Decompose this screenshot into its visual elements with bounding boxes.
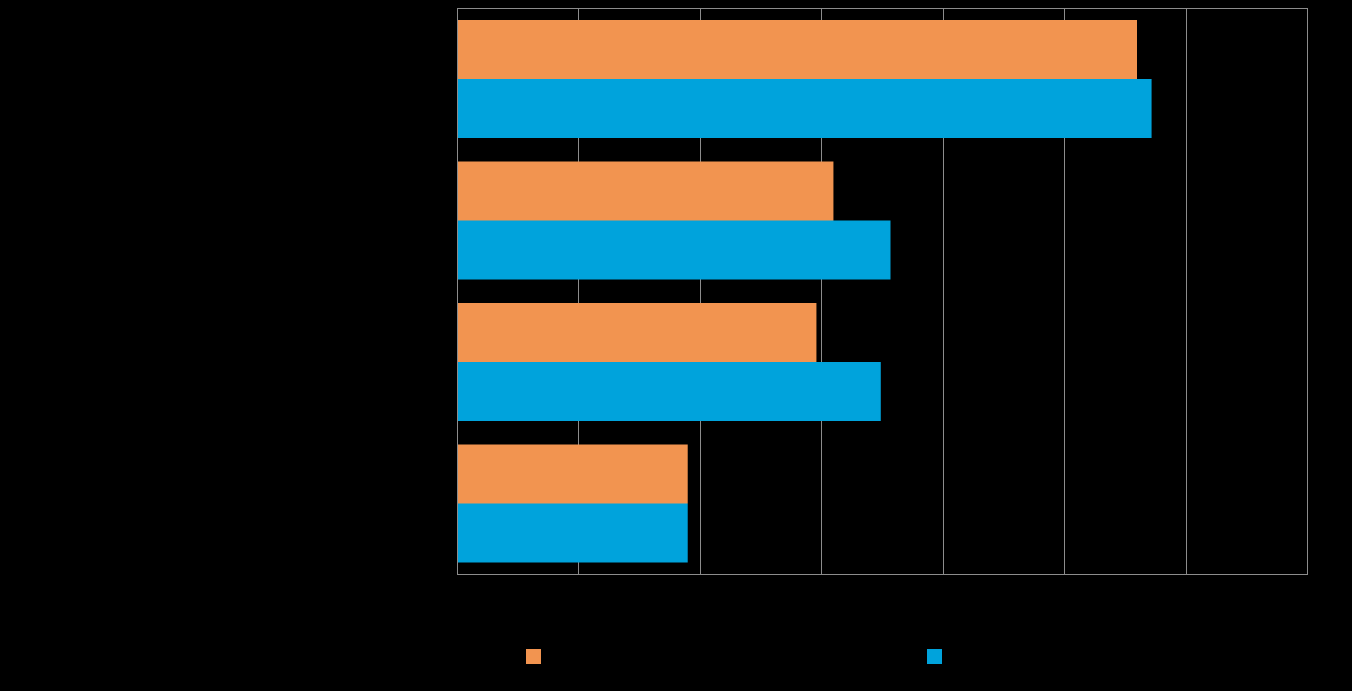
legend (526, 649, 942, 664)
plot-frame (457, 8, 1308, 575)
bar-category-1-series-1 (457, 20, 1137, 79)
bar-category-2-series-2 (457, 220, 891, 280)
legend-swatch-series-2 (927, 649, 942, 664)
bar-category-4-series-2 (457, 503, 688, 563)
bar-category-2-series-1 (457, 161, 834, 221)
bar-category-1-series-2 (457, 79, 1152, 138)
bar-category-3-series-1 (457, 303, 817, 362)
bar-category-4-series-1 (457, 444, 688, 504)
bar-category-3-series-2 (457, 362, 881, 421)
bars (457, 20, 1152, 563)
legend-swatch-series-1 (526, 649, 541, 664)
